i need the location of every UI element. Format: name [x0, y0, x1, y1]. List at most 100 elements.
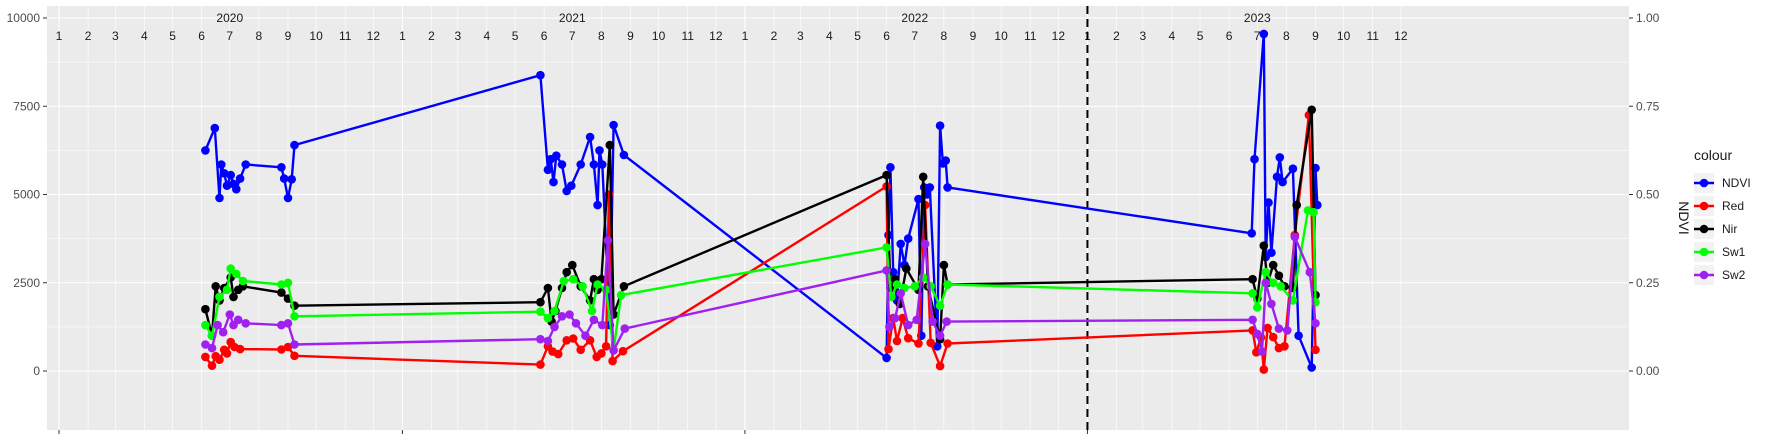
data-point-ndvi [557, 160, 567, 169]
data-point-sw2 [885, 322, 894, 332]
data-point-sw1 [578, 282, 587, 291]
data-point-red [1263, 323, 1272, 333]
data-point-ndvi [576, 160, 585, 169]
data-point-ndvi [219, 169, 229, 178]
gridlines [47, 6, 1629, 430]
data-point-ndvi [1278, 177, 1287, 187]
data-point-sw1 [587, 306, 597, 316]
legend-label-nir: Nir [1722, 222, 1737, 236]
data-point-sw1 [543, 313, 553, 323]
data-point-ndvi [589, 160, 599, 169]
data-point-ndvi [536, 70, 545, 80]
data-point-sw1 [926, 282, 935, 291]
data-point-sw1 [222, 285, 232, 295]
data-point-sw1 [882, 243, 891, 252]
month-label: 11 [1366, 29, 1379, 43]
data-point-ndvi [552, 151, 561, 160]
data-point-ndvi [1267, 248, 1276, 257]
data-point-ndvi [585, 132, 595, 142]
month-label: 7 [569, 29, 576, 43]
data-point-ndvi [235, 174, 245, 183]
legend-title: colour [1694, 147, 1732, 163]
data-point-red [943, 339, 952, 348]
month-label: 6 [1226, 29, 1233, 43]
month-label: 3 [1139, 29, 1146, 43]
month-label: 2 [1113, 29, 1120, 43]
data-point-ndvi [549, 177, 558, 187]
data-point-sw2 [1261, 278, 1270, 288]
legend-key-dot [1699, 247, 1709, 257]
data-point-sw2 [1274, 324, 1284, 333]
month-label: 2 [85, 29, 92, 43]
data-point-ndvi [935, 121, 945, 130]
data-point-ndvi [241, 160, 250, 169]
year-label: 2021 [559, 11, 586, 25]
data-point-ndvi [941, 156, 950, 165]
month-label: 3 [797, 29, 804, 43]
data-point-sw1 [290, 312, 299, 321]
data-point-red [892, 336, 902, 346]
month-label: 12 [367, 29, 381, 43]
data-point-ndvi [277, 163, 286, 172]
data-point-sw1 [1248, 289, 1257, 298]
data-point-ndvi [609, 120, 618, 130]
data-point-sw2 [935, 331, 945, 341]
data-point-ndvi [1307, 363, 1316, 372]
data-point-sw1 [201, 320, 210, 330]
data-point-red [207, 361, 217, 371]
data-point-sw1 [935, 301, 945, 311]
data-point-red [597, 349, 606, 358]
data-point-sw1 [238, 276, 248, 286]
data-point-sw1 [1268, 278, 1278, 288]
data-point-ndvi [914, 194, 923, 204]
data-point-nir [605, 140, 615, 150]
data-point-red [1311, 345, 1320, 355]
month-label: 8 [1283, 29, 1290, 43]
data-point-sw1 [1261, 267, 1270, 277]
left-y-axis: 0 2500 5000 7500 10000 [7, 11, 47, 378]
data-point-nir [543, 283, 553, 293]
legend-label-sw2: Sw2 [1722, 268, 1746, 282]
data-point-nir [939, 260, 949, 270]
data-point-sw2 [1248, 315, 1257, 325]
data-point-ndvi [925, 183, 935, 192]
data-point-red [562, 336, 571, 345]
data-point-sw2 [1267, 299, 1276, 309]
data-point-sw2 [543, 336, 553, 346]
data-point-red [903, 333, 913, 343]
data-point-ndvi [1259, 29, 1269, 39]
data-point-red [283, 342, 293, 352]
data-point-sw1 [892, 280, 902, 289]
data-point-sw1 [568, 274, 578, 284]
left-tick-label: 7500 [13, 99, 40, 113]
data-point-sw2 [1253, 329, 1262, 339]
data-point-ndvi [1250, 154, 1259, 164]
month-label: 3 [454, 29, 461, 43]
legend-label-ndvi: NDVI [1722, 176, 1751, 190]
data-point-sw2 [233, 315, 243, 325]
data-point-ndvi [943, 183, 952, 192]
month-label: 10 [309, 29, 323, 43]
data-point-sw2 [581, 331, 590, 341]
data-point-sw1 [910, 282, 920, 291]
month-label: 6 [541, 29, 548, 43]
year-label: 2022 [901, 11, 928, 25]
data-point-sw1 [232, 269, 241, 279]
data-point-sw1 [1309, 207, 1318, 217]
data-point-sw2 [603, 236, 613, 245]
data-point-red [222, 349, 232, 358]
data-point-sw2 [565, 310, 574, 319]
month-label: 10 [1337, 29, 1351, 43]
data-point-ndvi [595, 146, 604, 155]
data-point-sw2 [620, 324, 630, 333]
data-point-ndvi [903, 234, 913, 243]
month-label: 1 [56, 29, 63, 43]
month-label: 6 [883, 29, 890, 43]
data-point-red [568, 334, 578, 343]
data-point-ndvi [217, 160, 226, 169]
data-point-red [553, 349, 563, 359]
month-label: 9 [970, 29, 977, 43]
data-point-nir [201, 304, 210, 314]
data-point-nir [536, 297, 545, 307]
